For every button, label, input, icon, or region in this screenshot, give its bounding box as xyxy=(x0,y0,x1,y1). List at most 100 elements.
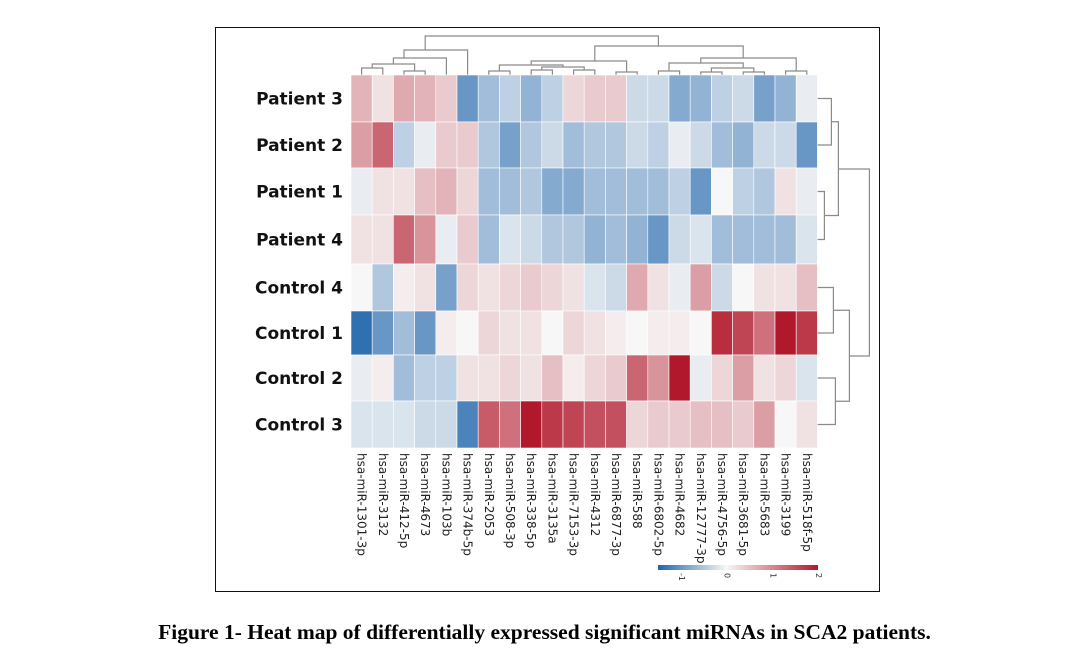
heatmap-cell xyxy=(393,400,415,449)
heatmap-cell xyxy=(371,354,394,402)
heatmap-cell xyxy=(499,354,521,402)
heatmap-cell xyxy=(668,214,691,265)
column-label: hsa-miR-338-5p xyxy=(524,453,538,548)
heatmap-cell xyxy=(414,400,437,449)
heatmap-cell xyxy=(753,310,776,356)
heatmap-cell xyxy=(562,354,585,402)
heatmap-cell xyxy=(456,74,479,123)
heatmap-cell xyxy=(711,74,733,123)
dendrogram-branch xyxy=(488,70,511,75)
heatmap-cell xyxy=(393,354,415,402)
heatmap-cell xyxy=(689,263,712,312)
dendrogram-branch xyxy=(424,35,659,50)
heatmap-cell xyxy=(711,310,733,356)
dendrogram-branch xyxy=(817,190,826,241)
heatmap-cell xyxy=(689,354,712,402)
heatmap-cell xyxy=(499,400,521,449)
heatmap-cell xyxy=(689,310,712,356)
heatmap-cell xyxy=(732,310,755,356)
heatmap-cell xyxy=(414,263,437,312)
heatmap-cell xyxy=(520,400,543,449)
heatmap-cell xyxy=(732,214,755,265)
heatmap-cell xyxy=(562,214,585,265)
heatmap-cell xyxy=(435,400,458,449)
heatmap-cell xyxy=(499,310,521,356)
heatmap-cell xyxy=(711,167,733,216)
heatmap-cell xyxy=(753,214,776,265)
heatmap-cell xyxy=(774,354,797,402)
dendrogram-branch xyxy=(392,57,447,75)
heatmap-cell xyxy=(435,263,458,312)
row-label: Patient 2 xyxy=(256,136,343,156)
heatmap-cell xyxy=(732,74,755,123)
heatmap-cell xyxy=(414,310,437,356)
heatmap-cell xyxy=(456,167,479,216)
heatmap-cell xyxy=(520,354,543,402)
row-dendrogram xyxy=(817,97,871,426)
heatmap-cell xyxy=(732,121,755,169)
colorbar-gradient xyxy=(658,565,818,570)
heatmap-cell xyxy=(562,74,585,123)
dendrogram-branch xyxy=(615,71,638,75)
heatmap-cell xyxy=(711,354,733,402)
heatmap-cell xyxy=(668,400,691,449)
heatmap-cell xyxy=(435,214,458,265)
heatmap-cell xyxy=(668,310,691,356)
dendrogram-branch xyxy=(657,70,681,75)
heatmap-cells xyxy=(350,74,818,449)
heatmap-cell xyxy=(626,121,649,169)
heatmap-cell xyxy=(626,310,649,356)
heatmap-cell xyxy=(605,263,627,312)
heatmap-cell xyxy=(583,167,606,216)
heatmap-cell xyxy=(583,400,606,449)
heatmap-cell xyxy=(499,74,521,123)
heatmap-cell xyxy=(626,214,649,265)
column-label: hsa-miR-103b xyxy=(439,453,453,536)
column-label: hsa-miR-3681-5p xyxy=(736,453,750,556)
heatmap-cell xyxy=(477,74,500,123)
heatmap-cell xyxy=(371,310,394,356)
heatmap-cell xyxy=(435,74,458,123)
heatmap-cell xyxy=(393,121,415,169)
heatmap-cell xyxy=(605,121,627,169)
heatmap-cell xyxy=(541,400,564,449)
heatmap-cell xyxy=(711,121,733,169)
heatmap-cell xyxy=(477,121,500,169)
heatmap-cell xyxy=(626,167,649,216)
figure-caption: Figure 1- Heat map of differentially exp… xyxy=(158,620,931,644)
heatmap-cell xyxy=(520,310,543,356)
heatmap-cell xyxy=(647,167,670,216)
figure-frame: Patient 3 Patient 2 Patient 1 Patient 4 Cont… xyxy=(215,27,880,592)
heatmap-cell xyxy=(562,167,585,216)
row-label: Control 3 xyxy=(255,416,343,436)
heatmap-cell xyxy=(350,74,373,123)
heatmap-cell xyxy=(753,354,776,402)
heatmap-cell xyxy=(456,121,479,169)
heatmap-cell xyxy=(711,263,733,312)
row-label: Patient 4 xyxy=(256,231,343,251)
heatmap-cell xyxy=(689,121,712,169)
dendrogram-branch xyxy=(817,97,833,146)
heatmap-cell xyxy=(435,167,458,216)
heatmap-cell xyxy=(456,354,479,402)
column-label: hsa-miR-3135a xyxy=(545,453,559,544)
heatmap-cell xyxy=(605,167,627,216)
heatmap-cell xyxy=(393,310,415,356)
column-label: hsa-miR-4756-5p xyxy=(715,453,729,556)
heatmap-cell xyxy=(795,214,818,265)
dendrogram-branch xyxy=(403,49,469,75)
heatmap-cell xyxy=(562,400,585,449)
heatmap-cell xyxy=(732,167,755,216)
heatmap-cell xyxy=(371,263,394,312)
heatmap-cell xyxy=(350,167,373,216)
dendrogram-branch xyxy=(668,62,744,71)
heatmap-cell xyxy=(562,121,585,169)
heatmap-cell xyxy=(795,121,818,169)
column-label: hsa-miR-2053 xyxy=(482,453,496,536)
heatmap-cell xyxy=(605,74,627,123)
heatmap-cell xyxy=(456,310,479,356)
heatmap-cell xyxy=(499,121,521,169)
heatmap-cell xyxy=(520,263,543,312)
column-label: hsa-miR-6802-5p xyxy=(651,453,665,556)
heatmap-cell xyxy=(499,214,521,265)
